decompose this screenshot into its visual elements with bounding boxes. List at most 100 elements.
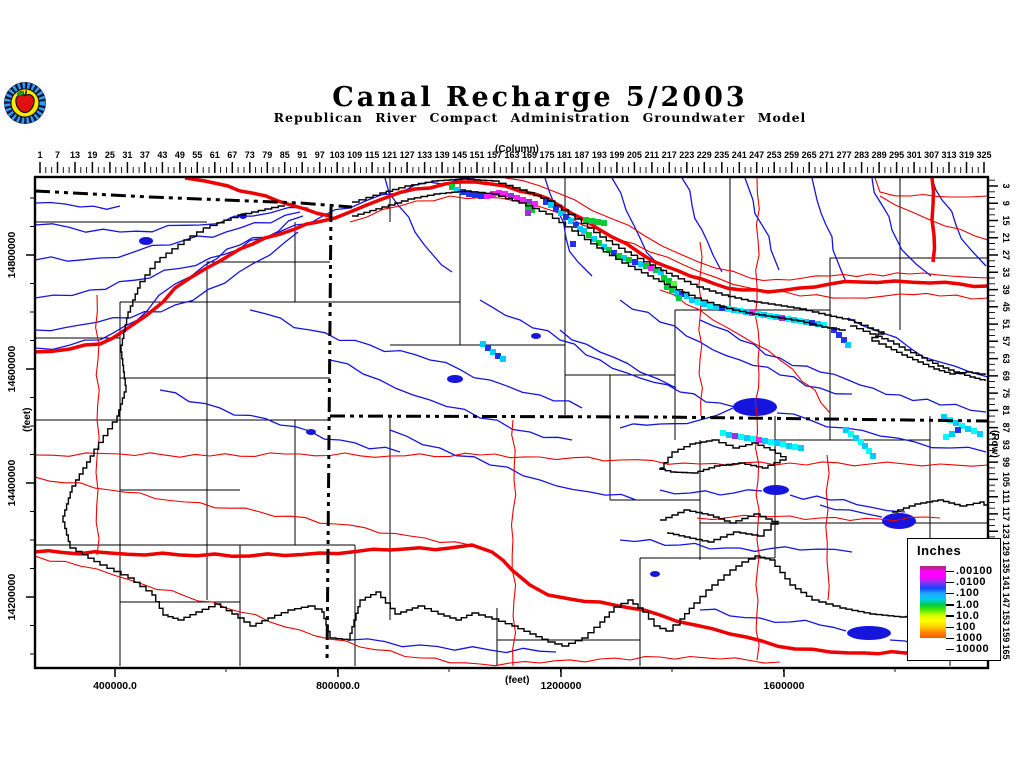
row-tick-label: 57 — [1001, 336, 1011, 346]
row-tick-label: 147 — [1001, 593, 1011, 608]
highway-line — [35, 543, 988, 656]
canal-recharge-cell — [548, 202, 554, 208]
model-boundary-line — [659, 439, 787, 474]
x-feet-tick-label: 1600000 — [764, 680, 805, 692]
column-tick-label: 121 — [382, 150, 397, 160]
road-line — [874, 177, 988, 198]
legend-value-label: 10.0 — [956, 609, 980, 622]
lake — [531, 333, 541, 339]
legend-tick — [946, 615, 954, 617]
column-tick-label: 151 — [469, 150, 484, 160]
y-feet-tick-label: 14600000 — [6, 345, 18, 392]
canal-recharge-cell — [558, 210, 564, 216]
x-feet-tick-label: 400000.0 — [93, 680, 137, 692]
model-boundary-line — [850, 325, 986, 381]
canal-recharge-cell — [726, 432, 732, 438]
row-tick-label: 111 — [1001, 490, 1011, 504]
row-tick-label: 15 — [1001, 215, 1011, 225]
canal-recharge-cell — [484, 193, 490, 199]
column-tick-label: 25 — [105, 150, 115, 160]
row-tick-label: 153 — [1001, 610, 1011, 625]
canal-recharge-cell — [532, 201, 538, 207]
canal-recharge-cell — [943, 434, 949, 440]
canal-recharge-cell — [671, 281, 677, 287]
canal-recharge-cell — [490, 349, 496, 355]
canal-recharge-cell — [466, 191, 472, 197]
legend-tick — [946, 604, 954, 606]
stream-line — [699, 319, 987, 413]
canal-recharge-cell — [841, 337, 847, 343]
row-tick-label: 63 — [1001, 354, 1011, 364]
legend-tick — [946, 637, 954, 640]
column-tick-label: 43 — [157, 150, 167, 160]
canal-recharge-cell — [866, 448, 872, 454]
column-tick-label: 223 — [679, 150, 694, 160]
canal-recharge-cell — [514, 195, 520, 201]
column-tick-label: 325 — [976, 150, 991, 160]
stream-line — [659, 489, 763, 496]
canal-recharge-cell — [732, 433, 738, 439]
canal-recharge-cell — [815, 321, 821, 327]
column-tick-label: 85 — [280, 150, 290, 160]
model-boundary-line — [892, 499, 988, 513]
lake — [447, 375, 463, 383]
column-tick-label: 73 — [245, 150, 255, 160]
column-tick-label: 271 — [819, 150, 834, 160]
canal-recharge-cell — [525, 210, 531, 216]
lake — [306, 429, 316, 435]
highway-line — [35, 180, 988, 354]
stream-line — [479, 299, 743, 410]
canal-recharge-cell — [601, 244, 607, 250]
canal-recharge-cell — [520, 197, 526, 203]
map-border — [33, 175, 990, 670]
column-tick-label: 187 — [574, 150, 589, 160]
row-tick-label: 93 — [1001, 440, 1011, 450]
column-tick-label: 181 — [557, 150, 572, 160]
row-tick-label: 45 — [1001, 302, 1011, 312]
stream-line — [559, 329, 677, 389]
canal-recharge-cell — [780, 441, 786, 447]
apple-stem-icon — [24, 90, 28, 96]
row-tick-label: 9 — [1001, 201, 1011, 206]
canal-recharge-cell — [977, 431, 983, 437]
stream-line — [619, 538, 853, 553]
canal-recharge-cell — [870, 453, 876, 459]
x-axis-title: (feet) — [505, 675, 530, 686]
column-tick-label: 91 — [297, 150, 307, 160]
stream-line — [871, 177, 932, 277]
canal-recharge-cell — [756, 437, 762, 443]
canal-recharge-cell — [454, 187, 460, 193]
stream-line — [744, 177, 780, 271]
column-tick-label: 199 — [609, 150, 624, 160]
legend-value-label: 1.00 — [956, 598, 980, 611]
canal-recharge-cell — [638, 261, 644, 267]
canal-recharge-cell — [563, 214, 569, 220]
canal-recharge-cell — [591, 236, 597, 242]
canal-recharge-cell — [719, 305, 725, 311]
column-tick-label: 289 — [872, 150, 887, 160]
canal-recharge-cell — [601, 220, 607, 226]
column-tick-label: 283 — [854, 150, 869, 160]
canal-recharge-cell — [959, 423, 965, 429]
canal-recharge-cell — [720, 430, 726, 436]
column-tick-label: 253 — [767, 150, 782, 160]
canal-recharge-cell — [744, 435, 750, 441]
stream-line — [789, 494, 906, 513]
column-tick-label: 307 — [924, 150, 939, 160]
canal-recharge-cell — [611, 250, 617, 256]
canal-recharge-cell — [496, 190, 502, 196]
canal-recharge-cell — [661, 275, 667, 281]
canal-recharge-cell — [570, 241, 576, 247]
canal-recharge-cell — [485, 345, 491, 351]
column-tick-label: 157 — [487, 150, 502, 160]
canal-recharge-cell — [762, 438, 768, 444]
stream-line — [35, 215, 304, 299]
stream-line — [35, 231, 299, 332]
canal-recharge-cell — [666, 278, 672, 284]
column-tick-label: 277 — [837, 150, 852, 160]
row-tick-label: 165 — [1001, 644, 1011, 659]
minor-ticks — [30, 167, 995, 672]
canal-recharge-cell — [632, 259, 638, 265]
